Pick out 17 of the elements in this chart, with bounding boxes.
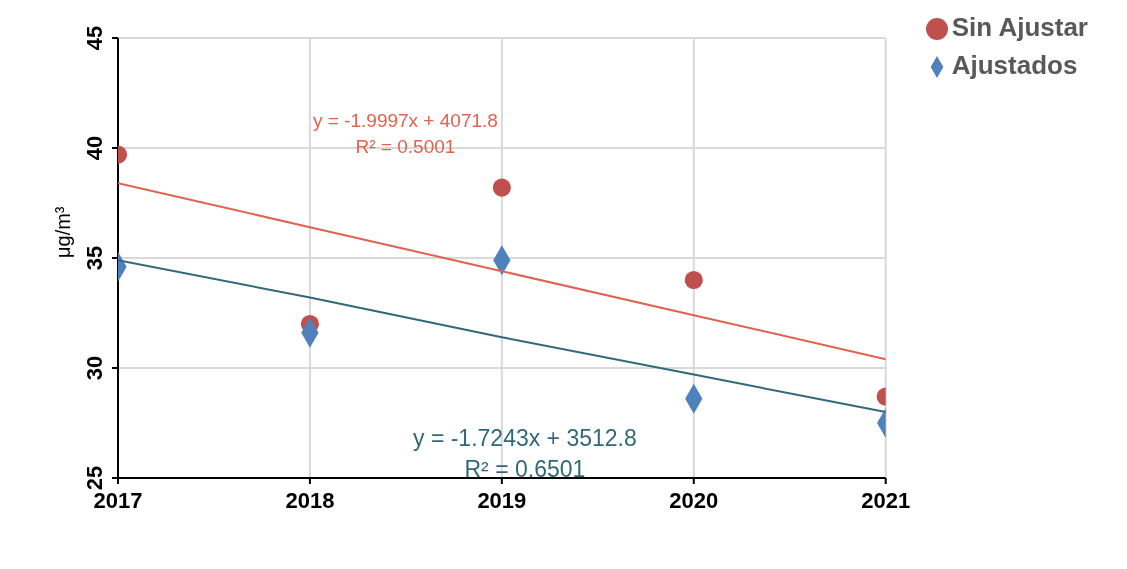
x-tick-label: 2018 xyxy=(285,488,335,513)
y-tick-label: 30 xyxy=(82,355,107,381)
y-tick-label: 25 xyxy=(82,465,107,491)
y-tick-label: 45 xyxy=(82,25,107,51)
annotation: y = -1.7243x + 3512.8 R² = 0.6501 xyxy=(413,424,637,485)
line-series xyxy=(118,182,886,361)
y-axis-title: μg/m³ xyxy=(52,206,75,258)
x-tick-label: 2020 xyxy=(669,488,719,513)
legend-label: Ajustados xyxy=(951,50,1078,80)
point xyxy=(684,270,703,290)
point xyxy=(492,178,511,197)
legend-label: Sin Ajustar xyxy=(951,12,1088,42)
y-tick-label: 40 xyxy=(82,135,107,161)
x-tick-label: 2019 xyxy=(477,488,527,513)
y-tick-label: 35 xyxy=(82,245,107,271)
annotation: y = -1.9997x + 4071.8 R² = 0.5001 xyxy=(313,109,498,159)
x-tick-label: 2021 xyxy=(861,488,911,513)
